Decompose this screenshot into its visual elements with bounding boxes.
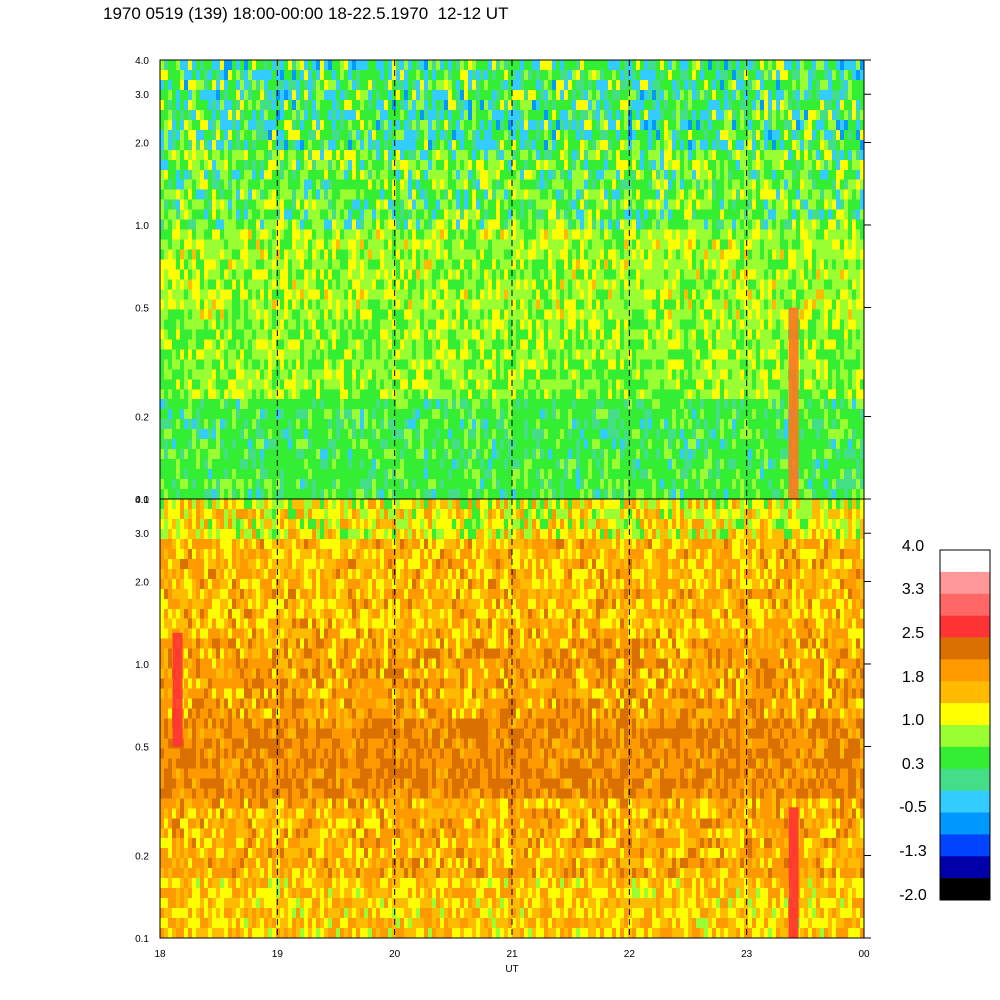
bottom-ytick-label: 2.0 [135,577,149,588]
colorbar-swatch [940,790,990,813]
xtick-label: 00 [858,949,870,960]
colorbar-swatch [940,615,990,638]
bottom-heatmap [160,499,865,939]
colorbar-swatch [940,878,990,901]
top-ytick-label: 0.1 [135,495,149,506]
colorbar-swatch [940,746,990,770]
bottom-feature-0 [172,632,183,747]
colorbar-label: 0.3 [902,756,924,773]
bottom-ytick-label: 0.5 [135,742,149,753]
top-ytick-label: 4.0 [135,56,149,67]
colorbar-frame [939,549,991,901]
xtick-label: 21 [506,949,518,960]
top-ytick-label: 0.5 [135,303,149,314]
colorbar-swatch [940,768,990,791]
bottom-ytick-label: 0.1 [135,934,149,945]
top-ytick-label: 1.0 [135,221,149,232]
x-axis-label: UT [505,964,518,975]
top-feature-0 [788,307,799,499]
xtick-label: 20 [389,949,401,960]
xtick-label: 19 [272,949,284,960]
bottom-feature-1 [788,807,799,938]
xtick-label: 18 [154,949,166,960]
colorbar-swatch [940,659,990,682]
top-ytick-label: 0.2 [135,413,149,424]
xtick-label: 22 [624,949,636,960]
colorbar-swatch [940,834,990,857]
colorbar-swatch [940,550,990,573]
chart-title: 1970 0519 (139) 18:00-00:00 18-22.5.1970… [103,4,509,23]
colorbar-label: 1.0 [902,712,924,729]
top-ytick-label: 3.0 [135,90,149,101]
colorbar-label: -1.3 [899,843,927,860]
colorbar-swatch [940,637,990,660]
colorbar-swatch [940,571,990,595]
colorbar-swatch [940,856,990,879]
colorbar-swatch [940,593,990,616]
colorbar-label: 1.8 [902,669,924,686]
top-heatmap [160,60,865,500]
top-panel: 0.1 0.2 0.5 1.0 2.0 3.0 4.0 [135,56,871,506]
bottom-ytick-label: 1.0 [135,660,149,671]
colorbar-label: 3.3 [902,581,924,598]
colorbar-swatch [940,703,990,726]
colorbar: 4.0 3.3 2.5 1.8 1.0 0.3 -0.5 -1.3 -2.0 [899,538,991,904]
xtick-label: 23 [741,949,753,960]
bottom-ytick-label: 3.0 [135,529,149,540]
colorbar-label: 2.5 [902,625,924,642]
bottom-ytick-label: 0.2 [135,852,149,863]
bottom-ytick-label: 4.0 [135,495,149,506]
colorbar-label: -0.5 [899,799,927,816]
bottom-panel: 0.1 0.2 0.5 1.0 2.0 3.0 4.0 [135,495,871,945]
bottom-frame [159,498,865,939]
colorbar-swatch [940,681,990,704]
colorbar-label: 4.0 [902,538,924,555]
top-ytick-label: 2.0 [135,138,149,149]
colorbar-label: -2.0 [899,887,927,904]
colorbar-swatch [940,812,990,835]
colorbar-swatch [940,725,990,748]
